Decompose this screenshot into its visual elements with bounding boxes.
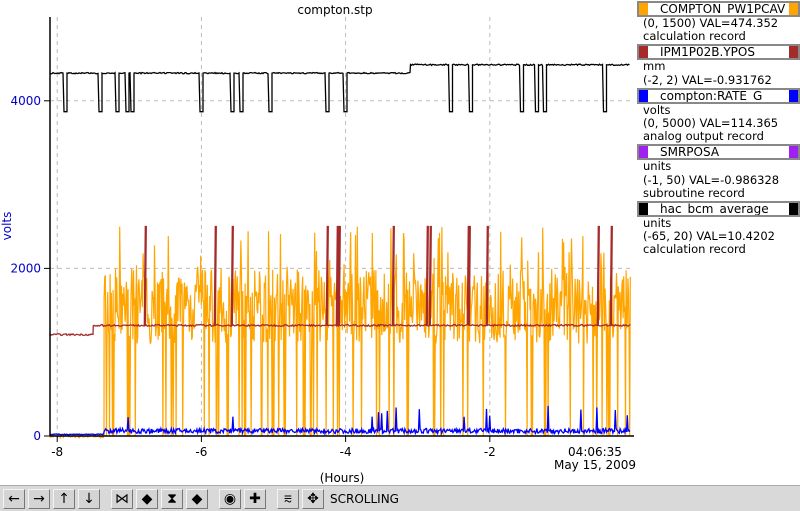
zoom-out-y-icon: ◆ xyxy=(191,490,203,507)
legend-color-swatch-right xyxy=(789,46,798,59)
legend-detail-line: (0, 5000) VAL=114.365 xyxy=(643,116,779,131)
legend-series-name: hac_bcm_average xyxy=(648,203,789,216)
scroll-right-icon: → xyxy=(33,490,45,507)
legend-detail-line: units xyxy=(643,216,672,231)
legend-color-swatch xyxy=(639,203,648,216)
scroll-left-button[interactable]: ← xyxy=(3,488,25,509)
legend-detail-line: (0, 1500) VAL=474.352 xyxy=(643,16,779,30)
series-IPM1P02B.YPOS xyxy=(49,225,631,337)
timestamp-time: 04:06:35 xyxy=(568,445,622,459)
toolbar: ← → ↑ ↓ ⋈ ◆ ⧗ ◆ ◉ ✚ ⩳ ✥ SCROLLING xyxy=(0,485,800,511)
legend-detail-line: mm xyxy=(643,59,666,74)
legend-entry-header[interactable]: SMRPOSA xyxy=(637,144,800,161)
legend: COMPTON_PW1PCAV_ca(0, 1500) VAL=474.352c… xyxy=(637,0,800,257)
scroll-up-icon: ↑ xyxy=(58,490,70,507)
autoscale-button[interactable]: ◉ xyxy=(219,488,241,509)
legend-entry[interactable]: hac_bcm_average units (-65, 20) VAL=10.420… xyxy=(637,201,800,257)
legend-entry[interactable]: IPM1P02B.YPOS mm (-2, 2) VAL=-0.931762 xyxy=(637,44,800,86)
legend-entry-header[interactable]: IPM1P02B.YPOS xyxy=(637,44,800,61)
zoom-out-x-icon: ◆ xyxy=(141,490,153,507)
legend-entry[interactable]: compton:RATE_G volts (0, 5000) VAL=114.365… xyxy=(637,87,800,144)
legend-detail-line: (-65, 20) VAL=10.4202 xyxy=(643,229,775,244)
zoom-in-y-icon: ⧗ xyxy=(167,490,177,507)
legend-series-name: SMRPOSA xyxy=(648,146,789,159)
scroll-left-icon: ← xyxy=(8,490,20,507)
x-tick-label: -8 xyxy=(51,445,63,459)
scroll-down-button[interactable]: ↓ xyxy=(78,488,100,509)
zoom-out-x-button[interactable]: ◆ xyxy=(136,488,158,509)
legend-color-swatch xyxy=(639,3,648,15)
legend-entry-header[interactable]: compton:RATE_G xyxy=(637,87,800,104)
legend-detail-line: analog output record xyxy=(643,129,764,144)
legend-detail-line: subroutine record xyxy=(643,185,745,200)
chart-title: compton.stp xyxy=(297,3,372,17)
scroll-down-icon: ↓ xyxy=(83,490,95,507)
legend-color-swatch-right xyxy=(789,89,798,102)
grid-lines xyxy=(50,17,634,436)
legend-series-name: COMPTON_PW1PCAV_ca xyxy=(648,3,789,15)
x-axis-label: (Hours) xyxy=(320,471,365,485)
zoom-mode-icon: ✥ xyxy=(307,490,319,507)
legend-entry-header[interactable]: COMPTON_PW1PCAV_ca xyxy=(637,1,800,17)
legend-detail-line: calculation record xyxy=(643,29,746,44)
x-tick-label: -4 xyxy=(340,445,352,459)
x-tick-label: -2 xyxy=(484,445,496,459)
series-layer xyxy=(49,63,631,440)
x-tick-label: -6 xyxy=(195,445,207,459)
y-axis-label: volts xyxy=(0,212,14,241)
strip-chart[interactable]: compton.stp volts -8 -6 -4 -2 0 2000 4000 (Hou… xyxy=(0,0,637,485)
legend-color-swatch-right xyxy=(789,203,798,216)
legend-series-name: compton:RATE_G xyxy=(648,89,789,102)
legend-color-swatch xyxy=(639,89,648,102)
legend-entry[interactable]: SMRPOSA units (-1, 50) VAL=-0.986328 subrou… xyxy=(637,144,800,200)
y-tick-label: 2000 xyxy=(10,261,41,275)
scroll-right-button[interactable]: → xyxy=(28,488,50,509)
y-tick-label: 0 xyxy=(33,429,41,443)
zoom-out-y-button[interactable]: ◆ xyxy=(186,488,208,509)
legend-detail-line: volts xyxy=(643,102,671,117)
autoscale-icon: ◉ xyxy=(223,490,237,507)
series-line-hac_bcm_average xyxy=(49,63,630,113)
legend-detail-line: (-1, 50) VAL=-0.986328 xyxy=(643,172,780,187)
legend-detail-line: calculation record xyxy=(643,242,746,257)
scroll-up-button[interactable]: ↑ xyxy=(53,488,75,509)
tick-marks: -8 -6 -4 -2 0 2000 4000 xyxy=(10,94,495,459)
scroll-mode-icon: ⩳ xyxy=(283,490,293,507)
series-compton:RATE_G xyxy=(49,405,631,436)
timestamp-date: May 15, 2009 xyxy=(554,458,636,472)
legend-color-swatch xyxy=(639,146,648,159)
add-button[interactable]: ✚ xyxy=(244,488,266,509)
y-tick-label: 4000 xyxy=(10,94,41,108)
legend-color-swatch-right xyxy=(789,3,798,15)
series-hac_bcm_average xyxy=(49,63,630,113)
legend-detail-line: (-2, 2) VAL=-0.931762 xyxy=(643,72,772,87)
series-line-compton:RATE_G xyxy=(49,405,631,436)
legend-series-name: IPM1P02B.YPOS xyxy=(648,46,789,59)
legend-entry[interactable]: COMPTON_PW1PCAV_ca(0, 1500) VAL=474.352c… xyxy=(637,1,800,43)
legend-detail-line: units xyxy=(643,159,672,174)
legend-color-swatch xyxy=(639,46,648,59)
zoom-in-x-button[interactable]: ⋈ xyxy=(111,488,133,509)
zoom-in-x-icon: ⋈ xyxy=(115,490,129,507)
legend-color-swatch-right xyxy=(789,146,798,159)
scroll-mode-button[interactable]: ⩳ xyxy=(277,488,299,509)
zoom-in-y-button[interactable]: ⧗ xyxy=(161,488,183,509)
mode-label: SCROLLING xyxy=(330,491,399,506)
legend-entry-header[interactable]: hac_bcm_average xyxy=(637,201,800,218)
zoom-mode-button[interactable]: ✥ xyxy=(302,488,324,509)
series-line-IPM1P02B.YPOS xyxy=(49,225,631,337)
add-icon: ✚ xyxy=(249,490,261,507)
